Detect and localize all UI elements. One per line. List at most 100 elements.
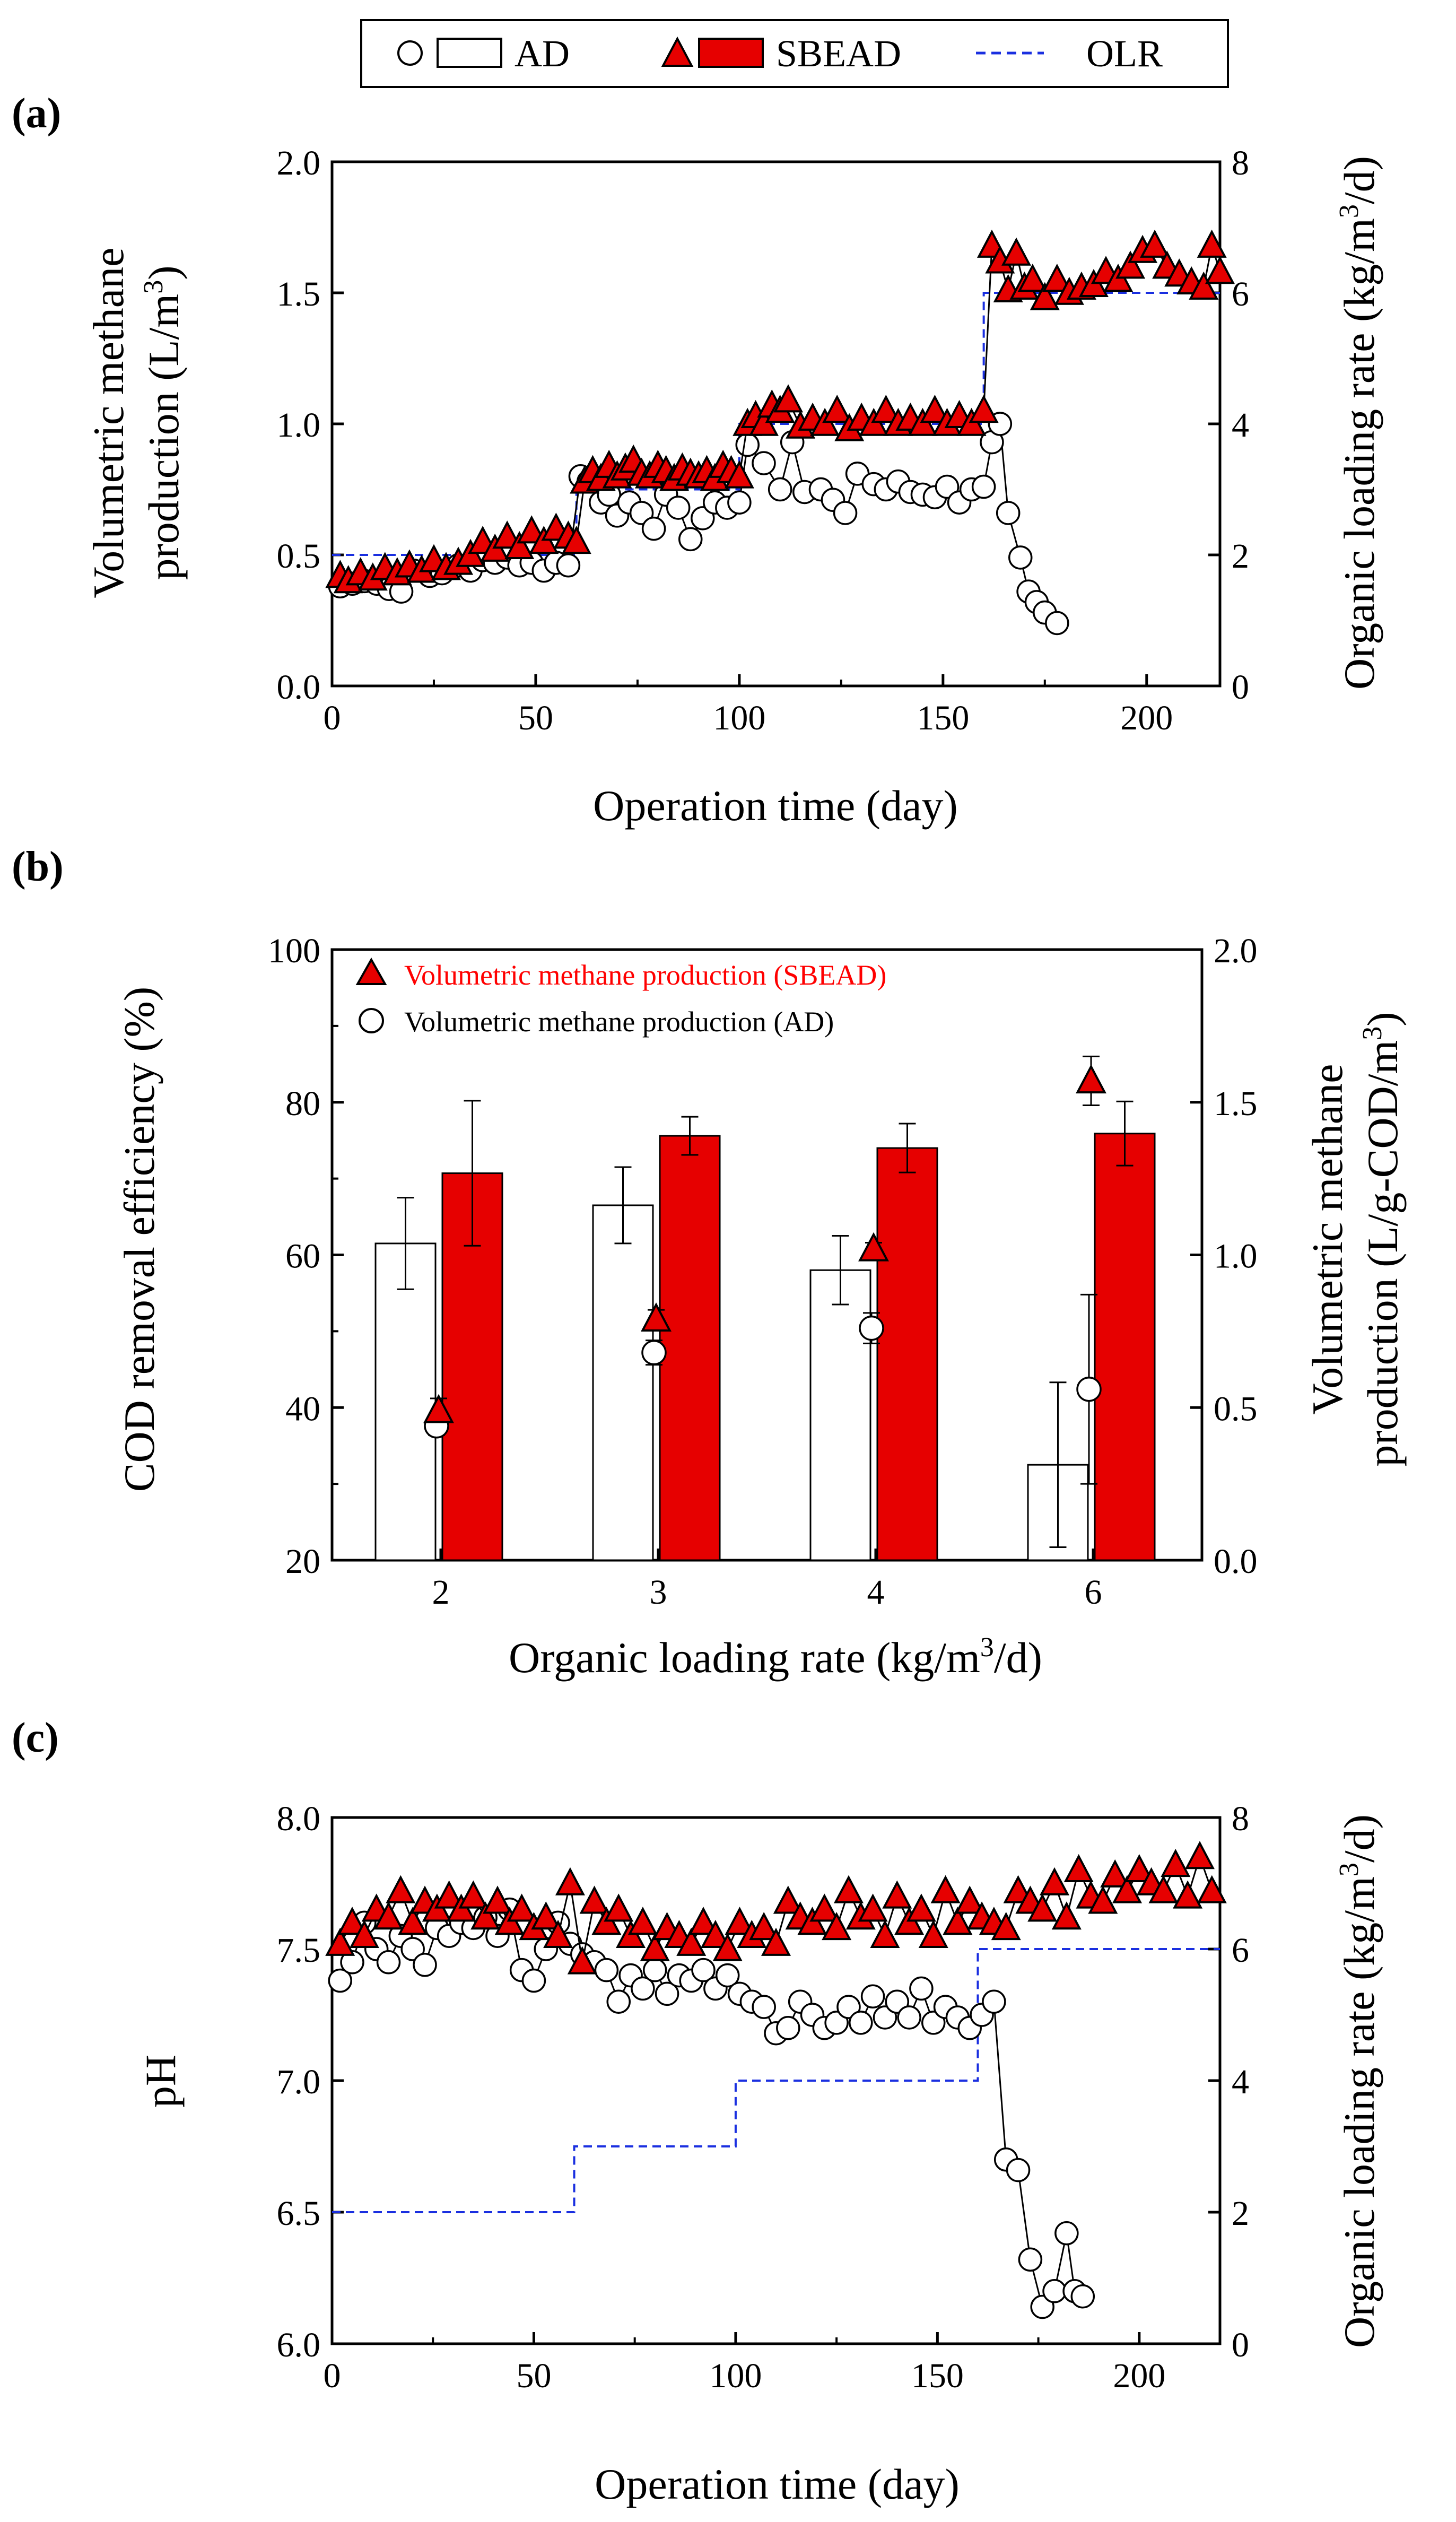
panel-a: (a) 0 50 100 150 200 0.0 0.5 1.0 1.5 2.0 0 2 4 6 8 Ope… (12, 90, 1383, 830)
panel-c-sbead-point (943, 1907, 973, 1935)
legend-sbead-triangle-icon (661, 36, 694, 67)
panel-a-ad-point (678, 527, 703, 552)
panel-c-sbead-point (531, 1901, 561, 1930)
panel-a-olr-polyline (332, 292, 1220, 556)
legend-frame (360, 19, 1229, 88)
panel-c-sbead-point (627, 1907, 658, 1935)
panel-a-sbead-point (1030, 282, 1060, 310)
panel-b-ytick-label: 100 (268, 932, 320, 970)
panel-c-ad-point (1006, 2158, 1031, 2182)
panel-c-sbead-point (434, 1880, 464, 1909)
panel-b-y2label-line2: production (L/g-COD/m3) (1357, 1012, 1407, 1466)
top-legend: AD SBEAD OLR (360, 19, 1229, 88)
panel-c-sbead-point (1173, 1880, 1203, 1909)
panel-c-xtick-label: 200 (1113, 2356, 1165, 2395)
panel-b-ytick-label: 20 (285, 1542, 320, 1581)
panel-b-sbead-methane-point (423, 1394, 454, 1423)
panel-b-y2label-line2-end: ) (1358, 1012, 1407, 1026)
panel-c-label: (c) (12, 1715, 59, 1761)
panel-c-olr-polyline (332, 1948, 1220, 2213)
panel-c-y2label: Organic loading rate (kg/m3/d) (1334, 1814, 1383, 2348)
panel-c-sbead-point (1112, 1875, 1143, 1903)
panel-c-ad-point (642, 1958, 667, 1982)
panel-c-y2tick-label: 0 (1232, 2326, 1249, 2364)
panel-b-label: (b) (12, 843, 64, 890)
panel-b-ytick-label: 60 (285, 1237, 320, 1276)
panel-b-bars (374, 1133, 1156, 1561)
panel-c-xtick-label: 150 (911, 2356, 964, 2395)
panel-c-ad-point (376, 1950, 401, 1975)
panel-c-tick-labels: 0 50 100 150 200 6.0 6.5 7.0 7.5 8.0 0 2 4 6 8 (277, 1799, 1250, 2395)
panel-c-ad-point (1070, 2284, 1095, 2309)
panel-c-y2tick-label: 2 (1232, 2194, 1249, 2233)
panel-c-sbead-point (822, 1912, 852, 1941)
panel-a-ylabel-line2-text: production (L/m (140, 294, 188, 580)
panel-a-sbead-series (325, 229, 1235, 594)
panel-c-ad-point (655, 1981, 679, 2006)
panel-b-xlabel-end: /d) (994, 1633, 1042, 1682)
panel-c-ad-point (413, 1953, 437, 1977)
panel-c-sbead-point (712, 1933, 743, 1961)
panel-a-sbead-point (920, 395, 950, 423)
panel-c-sbead-point (1124, 1854, 1154, 1882)
panel-a-sbead-point (1189, 271, 1219, 300)
panel-a-ad-point (691, 506, 715, 531)
panel-c-sbead-point (676, 1927, 707, 1956)
legend-sbead-label: SBEAD (776, 32, 901, 75)
panel-c-ytick-label: 7.5 (277, 1931, 321, 1970)
panel-c-ytick-label: 6.0 (277, 2326, 321, 2364)
panel-b-ytick-label: 40 (285, 1389, 320, 1428)
legend-ad-circle-icon (397, 40, 423, 66)
panel-b-legend-ad-label: Volumetric methane production (AD) (404, 1006, 834, 1038)
panel-c-ad-point (921, 2011, 946, 2035)
panel-b-sbead-methane-point (641, 1302, 672, 1332)
panel-c-sbead-point (567, 1946, 597, 1975)
panel-a-y2tick-label: 8 (1232, 144, 1249, 182)
panel-c-sbead-point (955, 1885, 985, 1914)
panel-b-sbead-bar (876, 1147, 938, 1561)
panel-c-sbead-point (1063, 1854, 1094, 1882)
panel-a-ad-point (629, 501, 654, 525)
panel-c-sbead-point (325, 1927, 355, 1956)
panel-a-sbead-point (1197, 229, 1227, 258)
panel-c-sbead-point (373, 1901, 404, 1930)
panel-a-sbead-point (504, 531, 535, 559)
panel-c-ad-point (691, 1958, 716, 1982)
panel-b-y2tick-label: 0.0 (1214, 1542, 1258, 1581)
panel-c-sbead-point (930, 1875, 961, 1903)
panel-c-sbead-point (1027, 1893, 1058, 1922)
panel-a-ad-point (752, 451, 776, 475)
panel-b-xtick-label: 2 (432, 1573, 450, 1612)
panel-a-ytick-label: 2.0 (277, 144, 321, 182)
panel-c-sbead-point (386, 1875, 416, 1903)
panel-c-xtick-label: 50 (516, 2356, 551, 2395)
panel-a-ad-series (328, 412, 1069, 636)
panel-a-ad-point (935, 474, 960, 499)
panel-c-sbead-point (773, 1885, 803, 1914)
panel-c-sbead-point (579, 1885, 609, 1914)
panel-a-ylabel-line2-end: ) (140, 265, 188, 280)
panel-b-ad-methane-point (641, 1340, 667, 1366)
panel-c-y2tick-label: 6 (1232, 1931, 1249, 1970)
panel-a-sbead-point (1115, 250, 1146, 279)
panel-a-xtick-label: 200 (1120, 699, 1173, 737)
panel-c-sbead-point (543, 1919, 573, 1948)
panel-c-ad-point (897, 2005, 921, 2030)
panel-c-sbead-point (1100, 1859, 1130, 1888)
panel-b-y2tick-label: 0.5 (1214, 1389, 1258, 1428)
panel-c-sbead-point (1051, 1901, 1082, 1930)
panel-c-sbead-point (858, 1893, 888, 1922)
panel-a-xlabel: Operation time (day) (593, 781, 958, 830)
panel-c-ad-point (1018, 2247, 1043, 2272)
panel-c-ad-point (885, 1989, 910, 2014)
panel-a-y2label-end: /d) (1335, 156, 1383, 204)
panel-c-sbead-point (700, 1919, 730, 1948)
panel-c-ad-point (400, 1937, 425, 1961)
panel-c-sbead-point (1040, 1867, 1070, 1895)
panel-a-ad-point (556, 553, 581, 578)
panel-c-sbead-point (640, 1933, 670, 1961)
panel-c-y2label-end: /d) (1335, 1814, 1383, 1863)
panel-c-sbead-point (725, 1907, 755, 1935)
panel-c-sbead-point (398, 1907, 428, 1935)
panel-a-sbead-point (1017, 264, 1048, 292)
